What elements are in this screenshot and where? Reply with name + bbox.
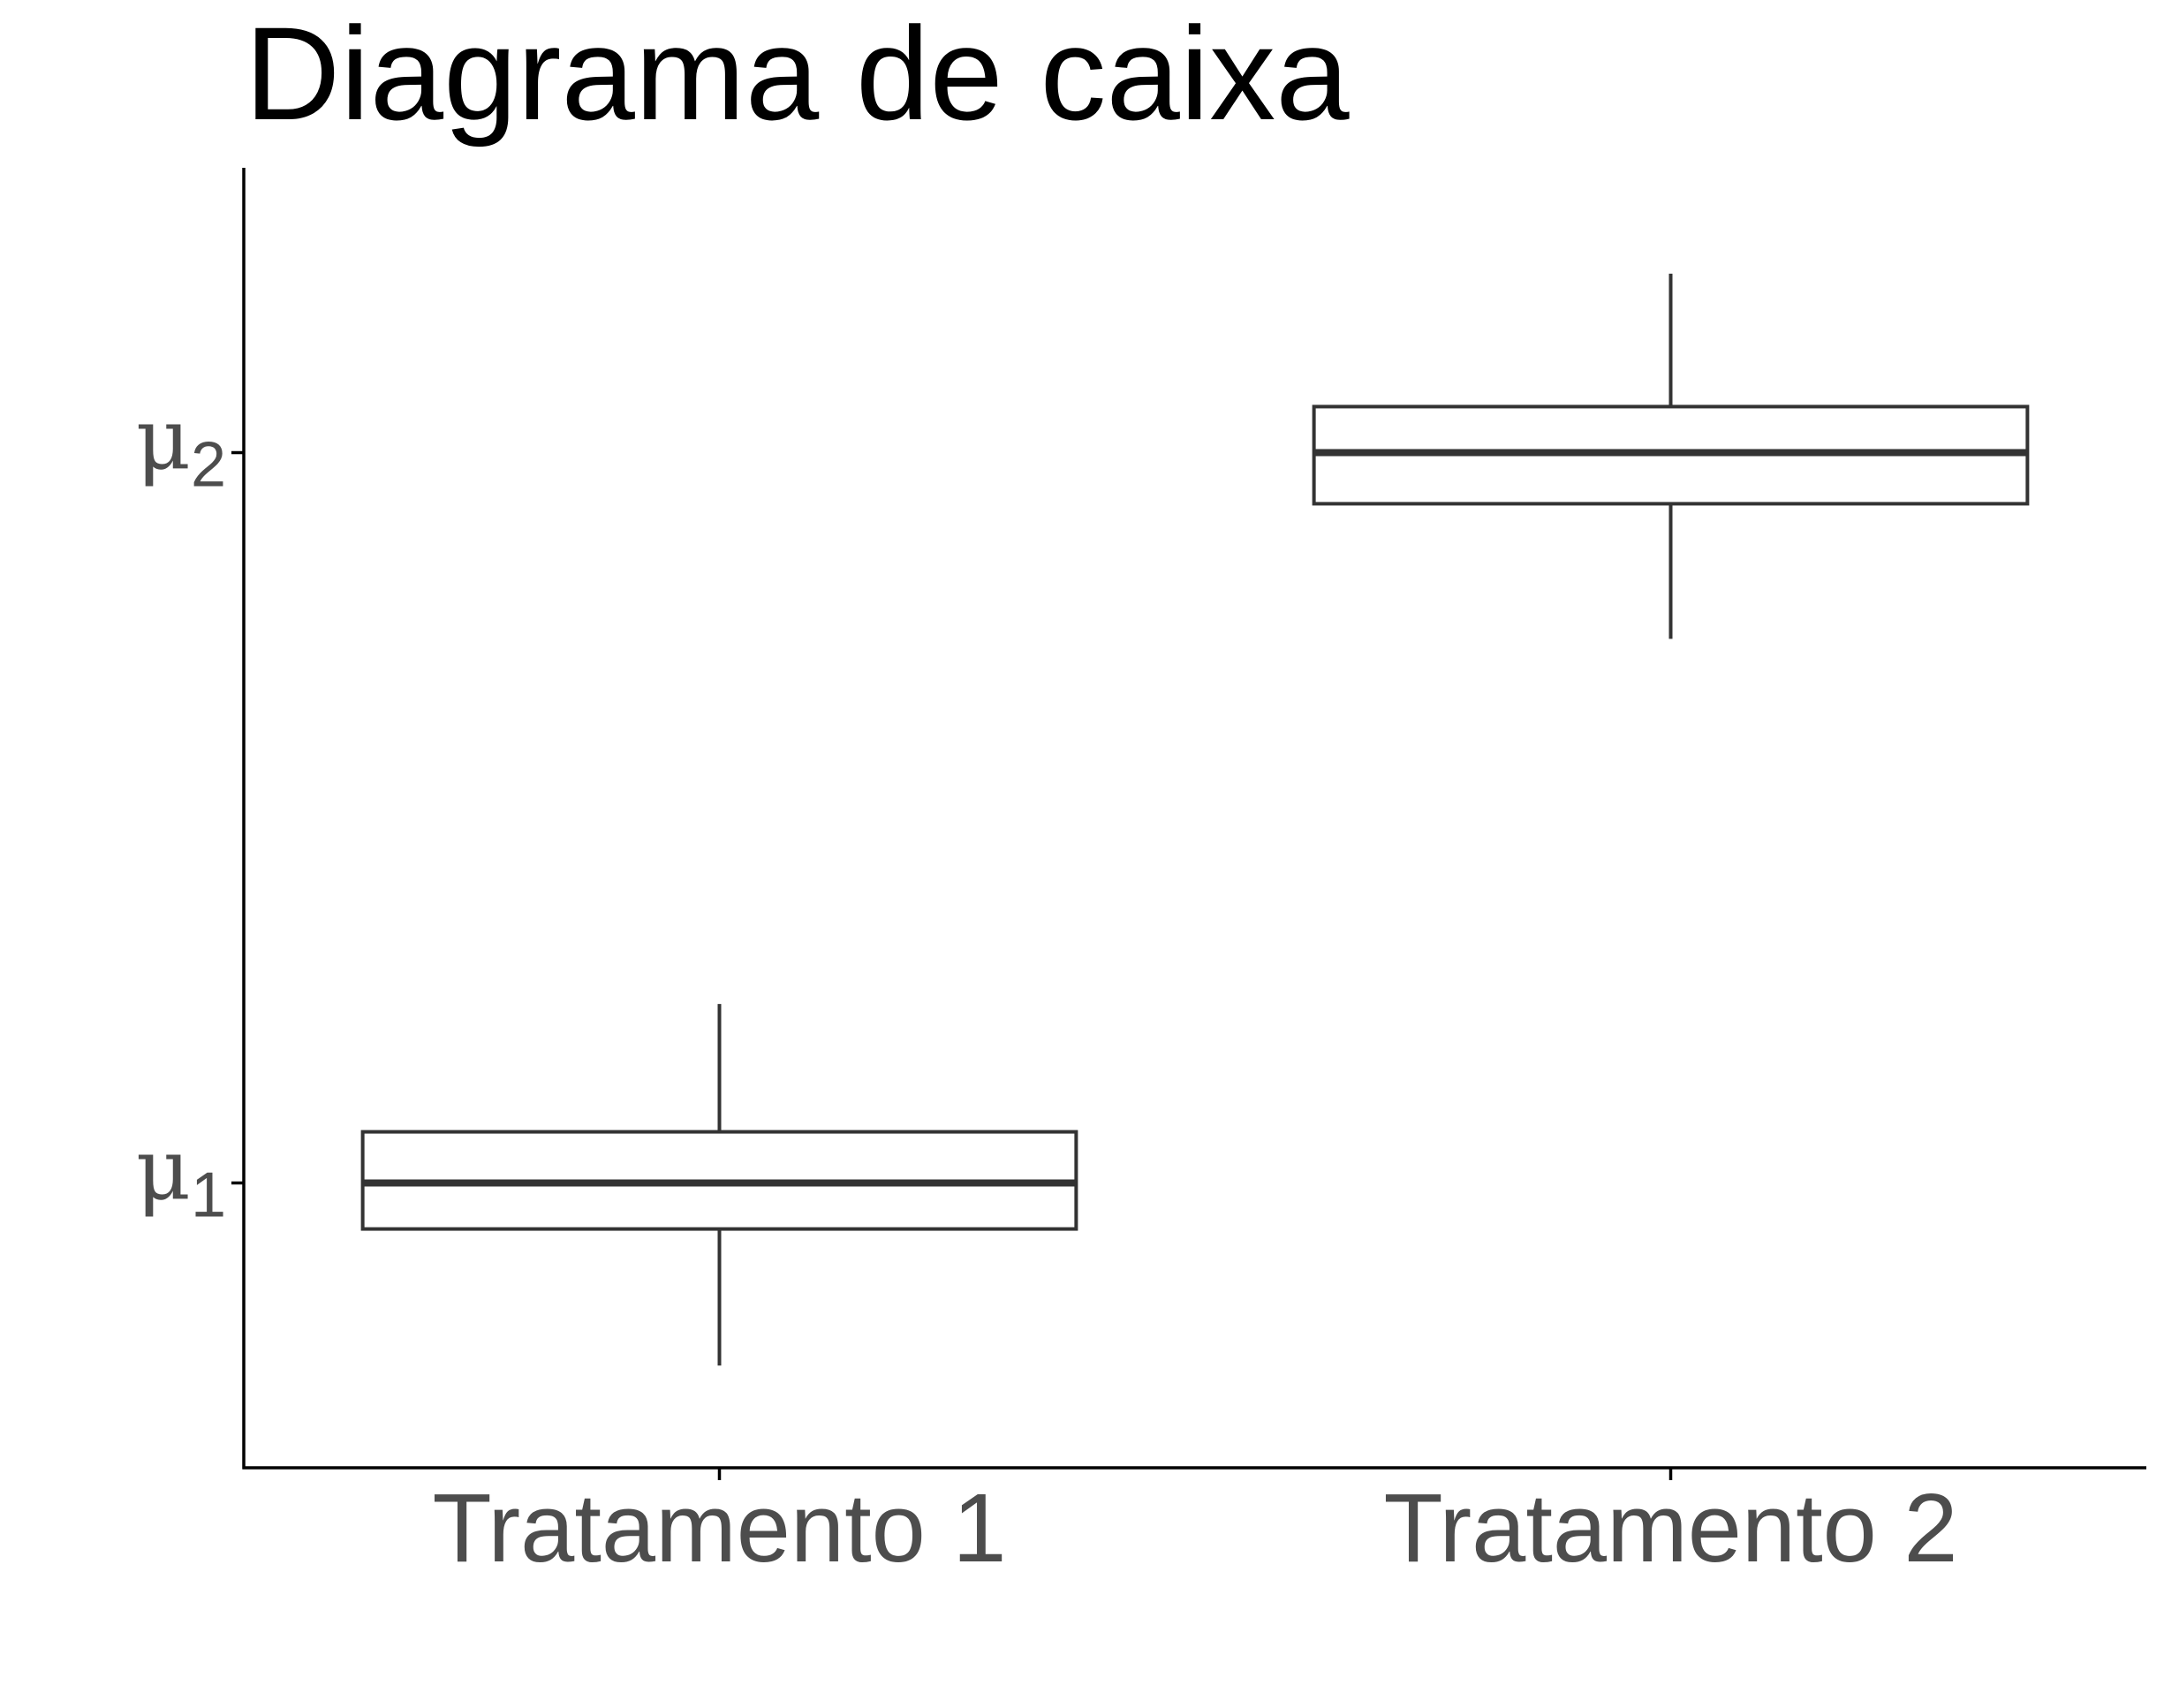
x-tick-label: Tratamento 1 — [432, 1474, 1006, 1583]
y-tick-label: μ2 — [136, 390, 226, 501]
chart-title: Diagrama de caixa — [245, 0, 1350, 147]
boxes-layer — [360, 273, 2030, 1366]
box-group-1 — [360, 1003, 1078, 1366]
y-tick-subscript: 2 — [191, 430, 226, 501]
y-tick-symbol: μ — [136, 390, 191, 489]
box-group-2 — [1312, 273, 2030, 639]
axes-layer — [242, 168, 2146, 1470]
y-tick-subscript: 1 — [191, 1160, 226, 1230]
x-tick-label: Tratamento 2 — [1383, 1474, 1957, 1583]
y-tick-symbol: μ — [136, 1120, 191, 1219]
y-tick-label: μ1 — [136, 1120, 226, 1230]
